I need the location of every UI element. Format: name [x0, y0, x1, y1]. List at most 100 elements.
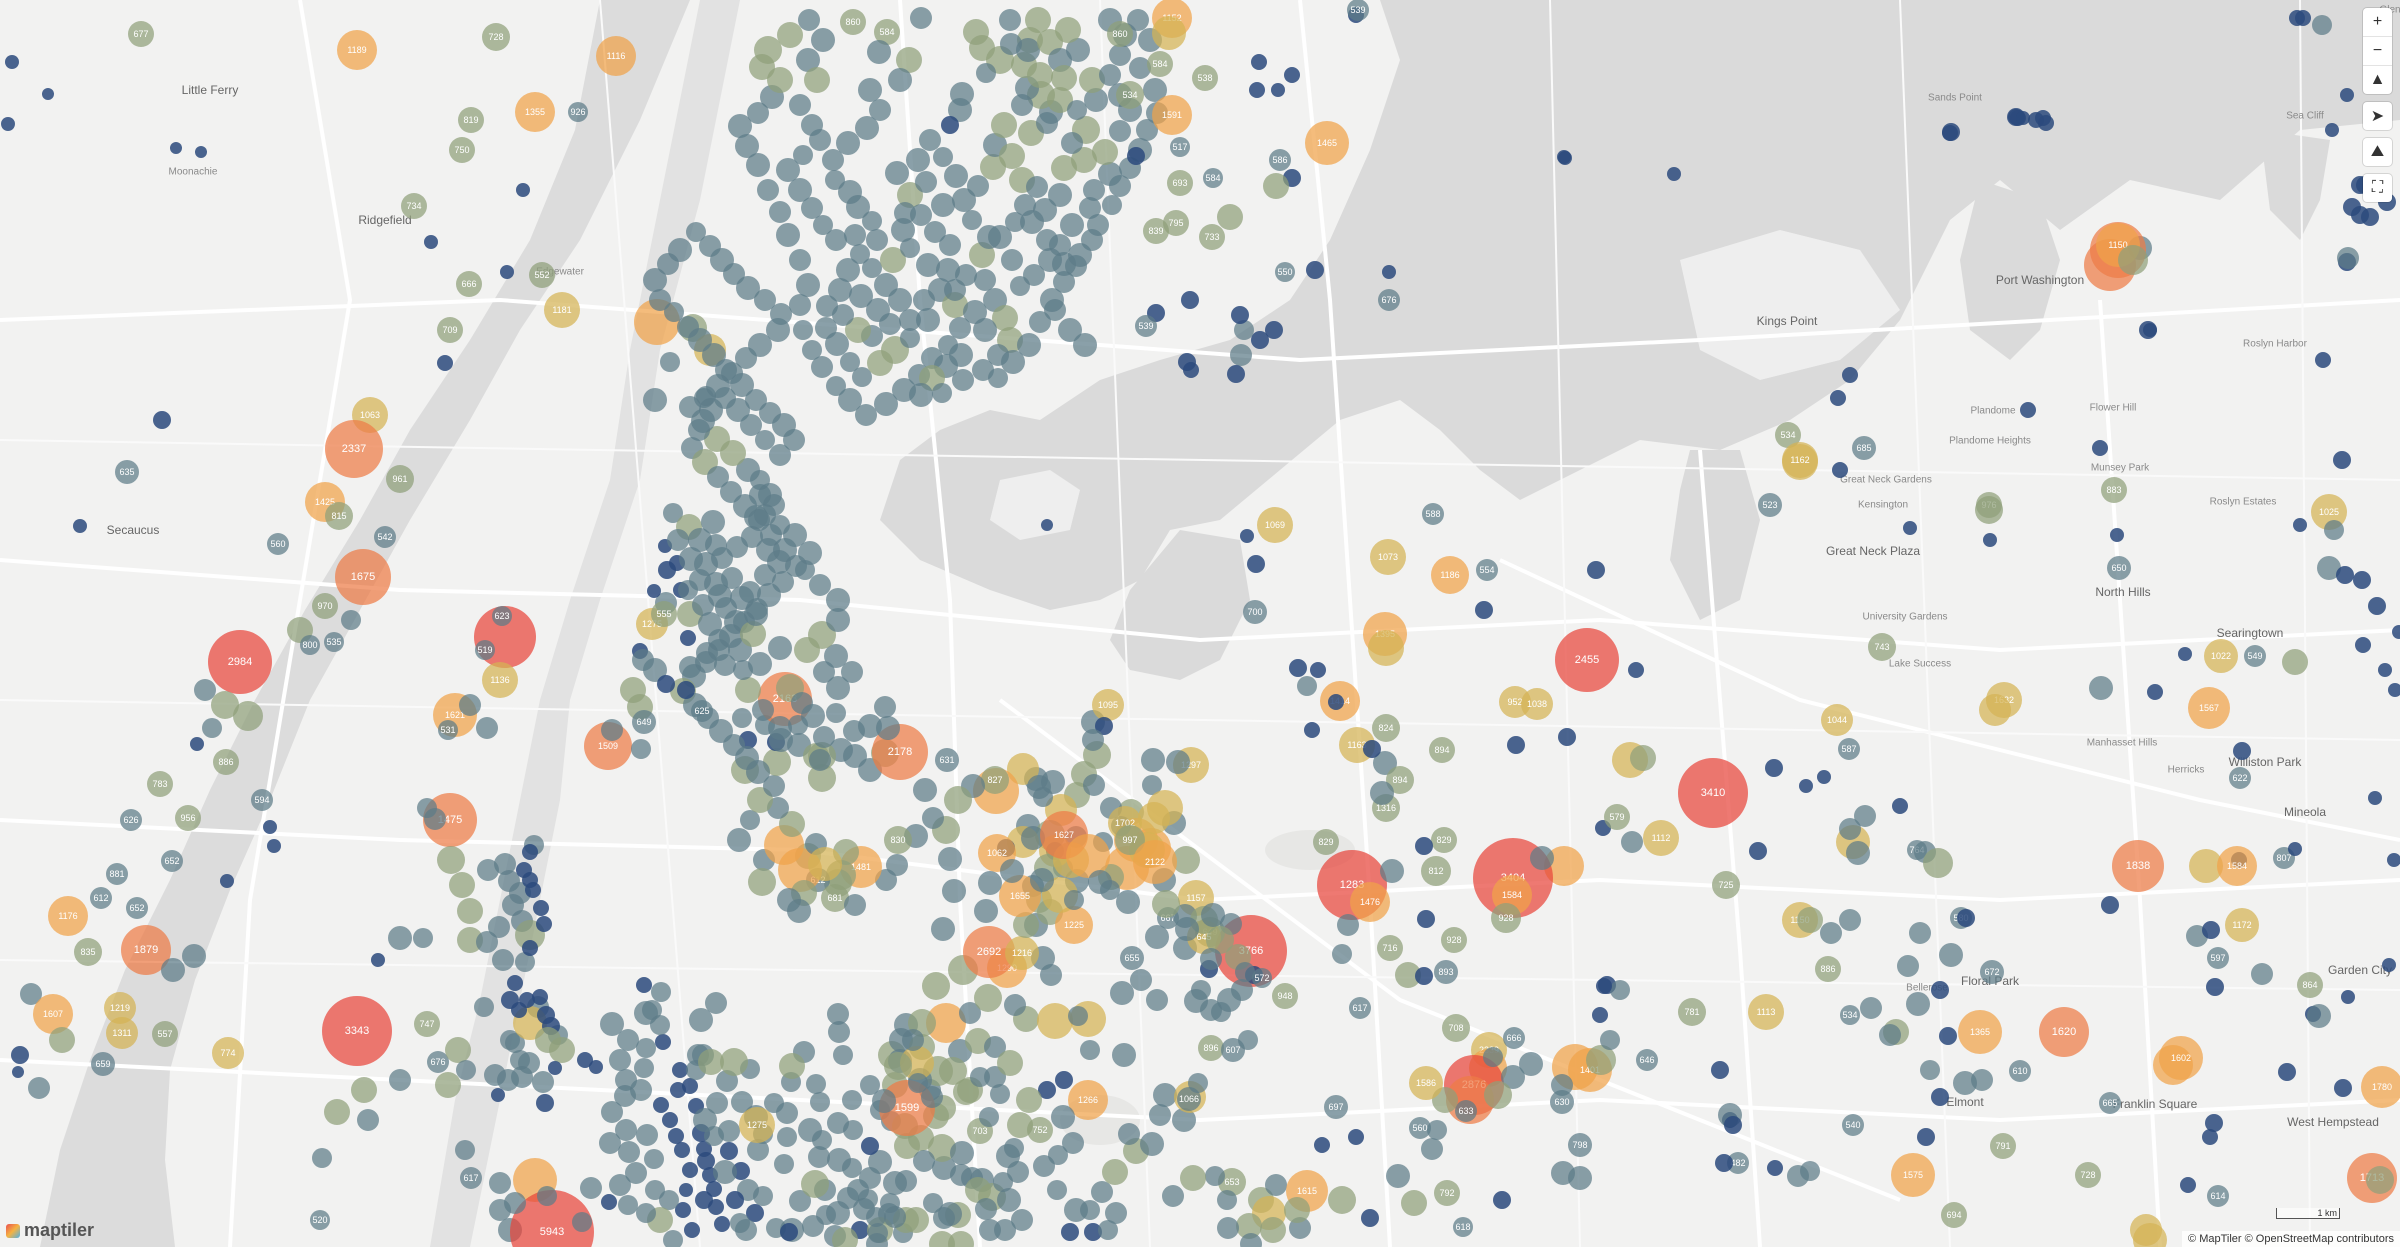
cluster-marker[interactable]: [1328, 694, 1344, 710]
cluster-marker[interactable]: [263, 820, 277, 834]
cluster-marker[interactable]: [746, 1204, 764, 1222]
cluster-marker[interactable]: [1100, 880, 1120, 900]
cluster-marker[interactable]: [747, 1139, 769, 1161]
cluster-marker[interactable]: [944, 164, 968, 188]
cluster-marker[interactable]: [714, 654, 736, 676]
cluster-marker[interactable]: [1118, 1123, 1140, 1145]
cluster-marker[interactable]: [1217, 1190, 1237, 1210]
cluster-marker[interactable]: [1551, 1074, 1573, 1096]
cluster-marker[interactable]: [351, 1077, 377, 1103]
cluster-marker[interactable]: [809, 749, 831, 771]
cluster-marker[interactable]: [1153, 1083, 1177, 1107]
cluster-marker[interactable]: [1953, 1071, 1977, 1095]
cluster-marker[interactable]: [1162, 1185, 1184, 1207]
cluster-marker[interactable]: [1180, 1165, 1206, 1191]
cluster-marker[interactable]: [1592, 1007, 1608, 1023]
cluster-marker[interactable]: [437, 355, 453, 371]
cluster-marker[interactable]: [1033, 198, 1057, 222]
cluster-marker[interactable]: [388, 926, 412, 950]
cluster-marker[interactable]: [827, 1003, 849, 1025]
cluster-marker[interactable]: [1068, 1006, 1088, 1026]
cluster-marker[interactable]: [825, 170, 845, 190]
cluster-marker[interactable]: [706, 1092, 728, 1114]
cluster-marker[interactable]: [497, 1069, 519, 1091]
cluster-marker[interactable]: [1906, 992, 1930, 1016]
cluster-marker[interactable]: [908, 1073, 928, 1093]
cluster-marker[interactable]: [776, 223, 800, 247]
cluster-marker[interactable]: 709: [437, 317, 463, 343]
cluster-marker[interactable]: [2324, 520, 2344, 540]
cluster-marker[interactable]: [897, 182, 923, 208]
cluster-marker[interactable]: [1091, 1181, 1113, 1203]
cluster-marker[interactable]: 633: [1455, 1100, 1477, 1122]
cluster-marker[interactable]: 1136: [482, 662, 518, 698]
cluster-marker[interactable]: [2392, 625, 2400, 639]
cluster-marker[interactable]: [913, 778, 937, 802]
cluster-marker[interactable]: [1348, 1129, 1364, 1145]
cluster-marker[interactable]: 1172: [2225, 908, 2259, 942]
cluster-marker[interactable]: [686, 222, 706, 242]
cluster-marker[interactable]: 650: [2107, 556, 2131, 580]
fullscreen-icon[interactable]: ⛶: [2371, 179, 2384, 196]
cluster-marker[interactable]: [2368, 597, 2386, 615]
cluster-marker[interactable]: [1800, 1161, 1820, 1181]
cluster-marker[interactable]: [1143, 78, 1167, 102]
cluster-marker[interactable]: 1465: [1305, 121, 1349, 165]
cluster-marker[interactable]: [1263, 173, 1289, 199]
cluster-marker[interactable]: [1271, 83, 1285, 97]
cluster-marker[interactable]: [489, 1172, 511, 1194]
cluster-marker[interactable]: [932, 1156, 956, 1180]
cluster-marker[interactable]: [2089, 676, 2113, 700]
cluster-marker[interactable]: 860: [840, 9, 866, 35]
cluster-marker[interactable]: [2251, 963, 2273, 985]
cluster-marker[interactable]: 883: [2101, 477, 2127, 503]
cluster-marker[interactable]: 1073: [1370, 539, 1406, 575]
cluster-marker[interactable]: [600, 1012, 624, 1036]
cluster-marker[interactable]: [936, 258, 960, 282]
cluster-marker[interactable]: [1939, 1027, 1957, 1045]
cluster-marker[interactable]: [457, 927, 483, 953]
cluster-marker[interactable]: [634, 1058, 654, 1078]
cluster-marker[interactable]: [572, 1212, 592, 1232]
cluster-marker[interactable]: [789, 94, 811, 116]
cluster-marker[interactable]: 584: [874, 19, 900, 45]
cluster-marker[interactable]: [952, 369, 974, 391]
cluster-marker[interactable]: 2122: [1133, 840, 1177, 884]
cluster-marker[interactable]: [1129, 57, 1151, 79]
cluster-marker[interactable]: 517: [1170, 137, 1190, 157]
cluster-marker[interactable]: [688, 328, 712, 352]
cluster-marker[interactable]: [2337, 247, 2359, 269]
cluster-marker[interactable]: [688, 419, 710, 441]
cluster-marker[interactable]: [625, 1162, 647, 1184]
cluster-marker[interactable]: 835: [74, 938, 102, 966]
cluster-marker[interactable]: 800: [300, 635, 320, 655]
cluster-marker[interactable]: [902, 1029, 924, 1051]
cluster-marker[interactable]: 534: [1775, 422, 1801, 448]
cluster-marker[interactable]: [810, 1092, 830, 1112]
cluster-marker[interactable]: [845, 317, 871, 343]
cluster-marker[interactable]: [1021, 826, 1045, 850]
cluster-marker[interactable]: 1038: [1521, 688, 1553, 720]
cluster-marker[interactable]: 655: [1120, 946, 1144, 970]
cluster-marker[interactable]: [662, 1112, 678, 1128]
cluster-marker[interactable]: [1048, 1145, 1068, 1165]
cluster-marker[interactable]: [1361, 1209, 1379, 1227]
cluster-marker[interactable]: 694: [1941, 1202, 1967, 1228]
cluster-marker[interactable]: [2340, 88, 2354, 102]
cluster-marker[interactable]: [888, 68, 912, 92]
cluster-marker[interactable]: [502, 894, 524, 916]
cluster-marker[interactable]: [754, 289, 776, 311]
geolocate-icon[interactable]: ➤: [2370, 108, 2385, 125]
cluster-marker[interactable]: [769, 444, 791, 466]
cluster-marker[interactable]: [2382, 958, 2396, 972]
cluster-marker[interactable]: [811, 356, 833, 378]
cluster-marker[interactable]: [1820, 922, 1842, 944]
cluster-marker[interactable]: 824: [1372, 714, 1400, 742]
cluster-marker[interactable]: 1113: [1748, 994, 1784, 1030]
cluster-marker[interactable]: [736, 458, 760, 482]
cluster-marker[interactable]: [730, 373, 754, 397]
cluster-marker[interactable]: [867, 40, 891, 64]
cluster-marker[interactable]: [1942, 125, 1958, 141]
cluster-marker[interactable]: [1149, 1104, 1171, 1126]
cluster-marker[interactable]: [906, 148, 930, 172]
